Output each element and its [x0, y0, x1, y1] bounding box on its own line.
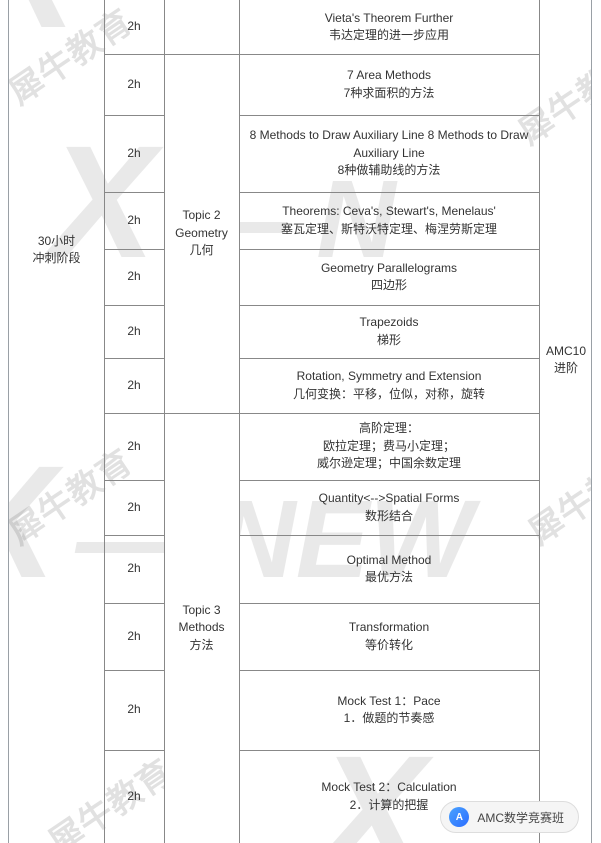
topic-label-en2: Geometry: [175, 225, 228, 242]
lesson-cn: 威尔逊定理；中国余数定理: [317, 455, 461, 472]
lesson-cell: Transformation等价转化: [239, 603, 539, 670]
topic-label: Topic 3: [182, 602, 220, 619]
topic-2-cell: Topic 2 Geometry 几何: [164, 206, 239, 262]
lesson-en: 7 Area Methods: [347, 67, 431, 84]
duration-cell: 2h: [104, 358, 164, 413]
duration-cell: 2h: [104, 603, 164, 670]
lesson-cn: 四边形: [371, 277, 407, 294]
lesson-cell: Mock Test 1：Pace1．做题的节奏感: [239, 670, 539, 750]
lesson-en: Vieta's Theorem Further: [325, 10, 454, 27]
lesson-cn: 最优方法: [365, 569, 413, 586]
duration-cell: 2h: [104, 480, 164, 535]
topic-label-cn: 方法: [189, 637, 213, 654]
lesson-en2: 欧拉定理；费马小定理；: [323, 438, 455, 455]
duration-cell: 2h: [104, 305, 164, 358]
lesson-cell: Geometry Parallelograms四边形: [239, 249, 539, 305]
col-divider-4: [539, 0, 540, 843]
lesson-cell: Rotation, Symmetry and Extension几何变换：平移，…: [239, 358, 539, 413]
duration-cell: 2h: [104, 54, 164, 115]
duration-cell: 2h: [104, 192, 164, 249]
duration-cell: 2h: [104, 535, 164, 603]
stage-cell: 30小时 冲刺阶段: [9, 220, 104, 280]
lesson-cn: 等价转化: [365, 637, 413, 654]
duration-cell: 2h: [104, 115, 164, 192]
duration-cell: 2h: [104, 249, 164, 305]
wechat-chip[interactable]: A AMC数学竞赛班: [440, 801, 579, 833]
duration-cell: 2h: [104, 0, 164, 54]
lesson-en: Trapezoids: [360, 314, 419, 331]
duration-cell: 2h: [104, 750, 164, 843]
duration-cell: 2h: [104, 413, 164, 480]
lesson-cell: Trapezoids梯形: [239, 305, 539, 358]
lesson-cn: 1．做题的节奏感: [344, 710, 435, 727]
lesson-cell: Theorems: Ceva's, Stewart's, Menelaus'塞瓦…: [239, 192, 539, 249]
level-cell: AMC10 进阶: [539, 330, 592, 390]
lesson-en: Mock Test 1：Pace: [337, 693, 440, 710]
level-line2: 进阶: [554, 360, 578, 377]
lesson-en: Transformation: [349, 619, 429, 636]
lesson-en: Optimal Method: [347, 552, 432, 569]
lesson-en: 高阶定理：: [359, 420, 419, 437]
lesson-cell: Optimal Method最优方法: [239, 535, 539, 603]
lesson-cn: 2．计算的把握: [350, 797, 429, 814]
lesson-en: 8 Methods to Draw Auxiliary Line 8 Metho…: [243, 127, 535, 162]
wechat-avatar-icon: A: [449, 807, 469, 827]
level-line1: AMC10: [546, 343, 586, 360]
stage-hours: 30小时: [38, 233, 75, 250]
watermark-big-1: X: [8, 0, 66, 64]
duration-cell: 2h: [104, 670, 164, 750]
lesson-cn: 数形结合: [365, 508, 413, 525]
lesson-cn: 塞瓦定理、斯特沃特定理、梅涅劳斯定理: [281, 221, 497, 238]
lesson-cn: 韦达定理的进一步应用: [329, 27, 449, 44]
lesson-cn: 几何变换：平移，位似，对称，旋转: [293, 386, 485, 403]
topic-label-en2: Methods: [178, 619, 224, 636]
lesson-cell: 7 Area Methods7种求面积的方法: [239, 54, 539, 115]
wechat-chip-label: AMC数学竞赛班: [477, 809, 564, 826]
lesson-cell: Quantity<-->Spatial Forms数形结合: [239, 480, 539, 535]
topic-3-cell: Topic 3 Methods 方法: [164, 600, 239, 656]
lesson-en: Geometry Parallelograms: [321, 260, 457, 277]
lesson-en: Quantity<-->Spatial Forms: [319, 490, 460, 507]
lesson-cn: 7种求面积的方法: [344, 85, 435, 102]
lesson-en: Rotation, Symmetry and Extension: [297, 368, 482, 385]
lesson-cn: 8种做辅助线的方法: [338, 162, 441, 179]
lesson-cell: 8 Methods to Draw Auxiliary Line 8 Metho…: [239, 115, 539, 192]
lesson-cell: 高阶定理：欧拉定理；费马小定理；威尔逊定理；中国余数定理: [239, 413, 539, 480]
lesson-en: Theorems: Ceva's, Stewart's, Menelaus': [282, 203, 496, 220]
stage-label: 冲刺阶段: [32, 250, 80, 267]
topic-label-cn: 几何: [189, 242, 213, 259]
topic-label: Topic 2: [182, 207, 220, 224]
lesson-cn: 梯形: [377, 332, 401, 349]
page: X X— N X— NEW X 犀牛教育 犀牛教育 犀牛教育 犀牛教育 犀牛教育…: [8, 0, 592, 843]
lesson-en: Mock Test 2：Calculation: [321, 779, 456, 796]
lesson-cell: Vieta's Theorem Further韦达定理的进一步应用: [239, 0, 539, 54]
